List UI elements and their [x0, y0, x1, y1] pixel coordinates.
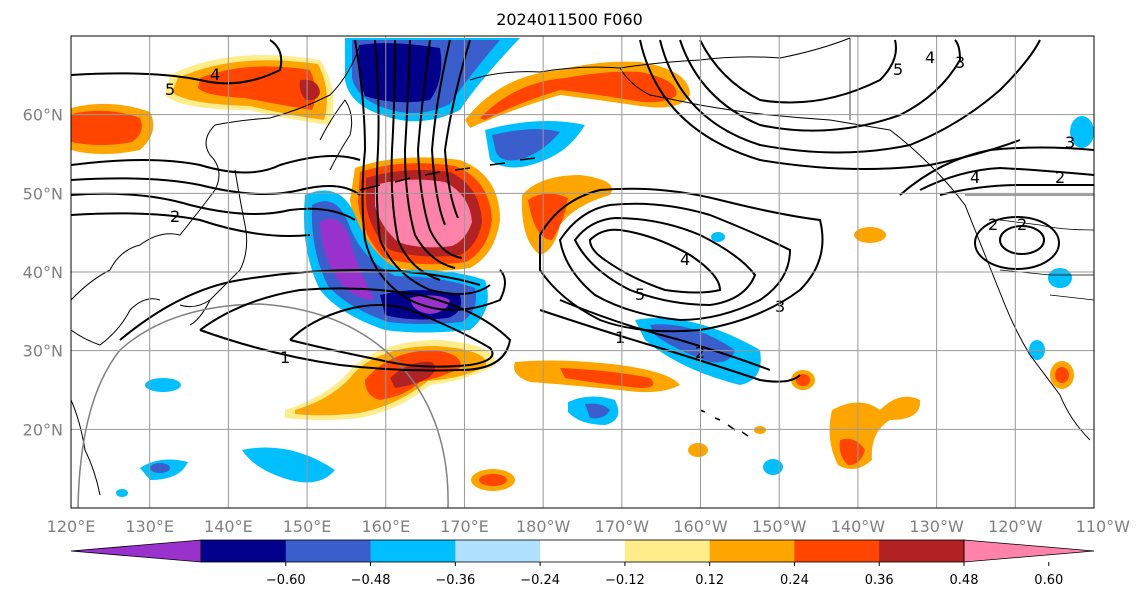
- contour-label: 4: [970, 168, 980, 187]
- contour-label: 2: [988, 215, 998, 234]
- colorbar-segment: [879, 540, 965, 562]
- colorbar-tick-label: 0.60: [1034, 573, 1063, 588]
- contour-label: 2: [1055, 168, 1065, 187]
- colorbar-tick-label: 0.12: [695, 573, 724, 588]
- contour-label: 5: [165, 80, 175, 99]
- colorbar: −0.60 −0.48 −0.36 −0.24 −0.12 0.12 0.24 0.36 0.4…: [70, 539, 1095, 588]
- contour-label: 1: [615, 328, 625, 347]
- colorbar-tick-label: −0.24: [520, 573, 560, 588]
- colorbar-segment: [370, 540, 456, 562]
- contour-label: 3: [955, 53, 965, 72]
- colorbar-segment: [540, 540, 626, 562]
- contour-label: 5: [635, 285, 645, 304]
- colorbar-segment: [624, 540, 711, 562]
- latitude-tick-label: 50°N: [23, 184, 63, 203]
- longitude-tick-label: 150°E: [283, 517, 332, 536]
- contour-label: 4: [925, 48, 935, 67]
- latitude-tick-label: 20°N: [23, 420, 63, 439]
- contour-label: 1: [280, 348, 290, 367]
- colorbar-segment: [794, 540, 880, 562]
- latitude-tick-label: 40°N: [23, 263, 63, 282]
- longitude-tick-label: 120°E: [47, 517, 96, 536]
- longitude-tick-label: 130°E: [125, 517, 174, 536]
- longitude-tick-label: 180°W: [516, 517, 571, 536]
- contour-label: 4: [210, 65, 220, 84]
- latitude-tick-label: 30°N: [23, 342, 63, 361]
- colorbar-tick-label: 0.36: [865, 573, 894, 588]
- longitude-tick-label: 160°W: [673, 517, 728, 536]
- colorbar-extend-low: [70, 539, 202, 563]
- colorbar-tick-label: 0.24: [780, 573, 809, 588]
- colorbar-outline: [200, 539, 965, 563]
- map-title: 2024011500 F060: [496, 10, 643, 29]
- longitude-tick-label: 140°W: [831, 517, 886, 536]
- contour-label: 2: [170, 207, 180, 226]
- colorbar-extend-high: [963, 539, 1095, 563]
- latitude-labels: 20°N 30°N 40°N 50°N 60°N: [23, 106, 63, 440]
- colorbar-segment: [285, 540, 372, 562]
- colorbar-tick-label: −0.12: [605, 573, 645, 588]
- longitude-labels: 120°E 130°E 140°E 150°E 160°E 170°E 180°W 170°W…: [47, 517, 1131, 536]
- colorbar-segment: [201, 540, 287, 562]
- colorbar-tick-label: 0.48: [950, 573, 979, 588]
- longitude-tick-label: 170°E: [440, 517, 489, 536]
- range-ring: [77, 303, 449, 508]
- longitude-tick-label: 170°W: [595, 517, 650, 536]
- colorbar-segment: [455, 540, 541, 562]
- colorbar-segment: [709, 540, 795, 562]
- shaded-anomalies: [71, 38, 1094, 497]
- longitude-tick-label: 150°W: [752, 517, 807, 536]
- colorbar-tick-label: −0.48: [351, 573, 391, 588]
- contour-label: 5: [893, 60, 903, 79]
- colorbar-tick-label: −0.36: [435, 573, 475, 588]
- contour-label: 3: [1065, 133, 1075, 152]
- longitude-tick-label: 130°W: [909, 517, 964, 536]
- contour-label: 2: [1017, 215, 1027, 234]
- longitude-tick-label: 120°W: [988, 517, 1043, 536]
- colorbar-tick-label: −0.60: [266, 573, 306, 588]
- map-border: [70, 35, 1095, 509]
- longitude-tick-label: 110°W: [1076, 517, 1131, 536]
- contour-label: 4: [680, 250, 690, 269]
- latitude-tick-label: 60°N: [23, 106, 63, 125]
- contour-label: 3: [775, 297, 785, 316]
- longitude-tick-label: 140°E: [204, 517, 253, 536]
- longitude-tick-label: 160°E: [361, 517, 410, 536]
- gridlines: [71, 36, 1094, 508]
